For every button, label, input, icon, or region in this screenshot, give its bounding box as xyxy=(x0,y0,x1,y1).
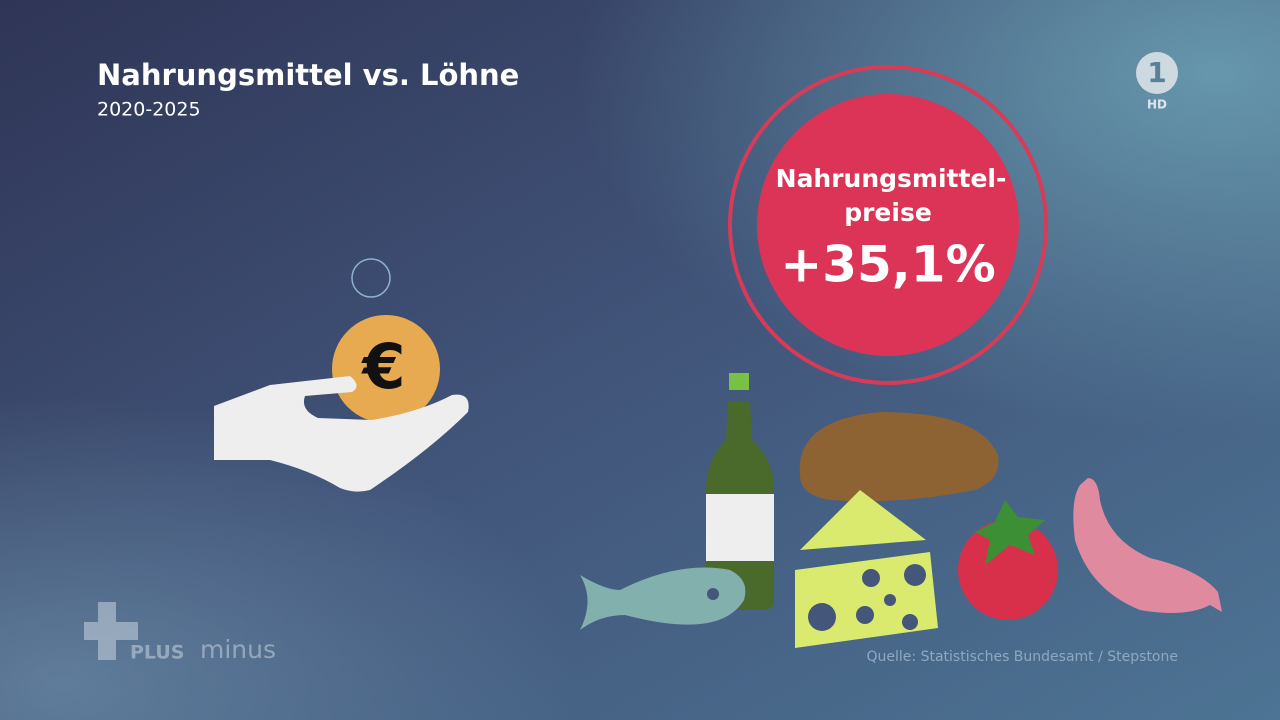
food-icons xyxy=(580,373,1222,648)
badge-label: preise xyxy=(844,198,932,227)
badge-label: Nahrungsmittel- xyxy=(776,164,1007,193)
badge-value: +35,1% xyxy=(780,236,995,294)
subtitle: 2020-2025 xyxy=(97,99,201,121)
channel-logo: 1 HD xyxy=(1136,52,1178,112)
logo-quality: HD xyxy=(1147,98,1167,112)
show-logo-prefix: PLUS xyxy=(130,642,184,664)
badge: Nahrungsmittel- preise +35,1% xyxy=(728,65,1048,385)
logo-number: 1 xyxy=(1147,56,1166,89)
show-logo-suffix: minus xyxy=(200,635,276,664)
source: Quelle: Statistisches Bundesamt / Stepst… xyxy=(867,649,1178,665)
title: Nahrungsmittel vs. Löhne xyxy=(97,58,519,92)
euro-symbol: € xyxy=(360,330,405,403)
show-logo: PLUS minus xyxy=(84,602,276,664)
hand-coin-icon: € xyxy=(214,258,469,492)
